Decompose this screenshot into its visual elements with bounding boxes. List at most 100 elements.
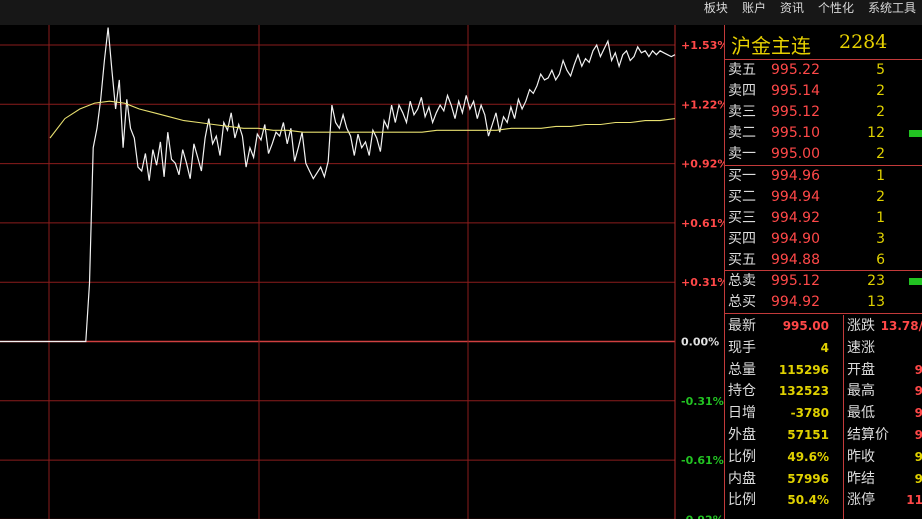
panel-separator	[725, 165, 922, 166]
bid-label: 买二	[728, 189, 756, 205]
y-axis-label: +0.61%	[681, 217, 724, 230]
quote-value: 11	[906, 493, 922, 508]
quote-value: 9	[914, 449, 922, 464]
ask-volume: 5	[876, 62, 885, 78]
top-menu-bar: 板块 账户 资讯 个性化 系统工具	[0, 0, 922, 25]
quote-label: 日增	[728, 405, 756, 422]
total-row[interactable]: 总卖 995.12 23	[725, 271, 922, 292]
bid-label: 买三	[728, 210, 756, 226]
quote-panel: 沪金主连 2284 卖五 995.22 5 卖四 995.14 2 卖三 995.12 2 卖二 9…	[724, 25, 922, 519]
total-price: 995.12	[771, 273, 820, 289]
quote-label: 比例	[728, 448, 756, 465]
intraday-chart[interactable]: +1.53% +1.22% +0.92% +0.61% +0.31% 0.00% -0.31…	[0, 25, 724, 519]
quote-value: 4	[820, 340, 829, 355]
quote-label: 内盘	[728, 470, 756, 487]
quote-label: 持仓	[728, 383, 756, 400]
ask-row[interactable]: 卖一 995.00 2	[725, 144, 922, 165]
average-line	[49, 100, 676, 139]
ask-price: 995.14	[771, 83, 820, 99]
quote-value: 9	[914, 384, 922, 399]
menu-news[interactable]: 资讯	[779, 1, 804, 15]
ask-volume: 2	[876, 104, 885, 120]
bid-label: 买五	[728, 252, 756, 268]
bid-price: 994.94	[771, 189, 820, 205]
quote-label: 最新	[728, 318, 756, 334]
quote-value: 13.78/	[880, 319, 922, 333]
ask-price: 995.12	[771, 104, 820, 120]
quote-value: 9	[914, 406, 922, 421]
bid-row[interactable]: 买三 994.92 1	[725, 208, 922, 229]
y-axis-label: +0.31%	[681, 276, 724, 289]
quote-item: 昨结 9	[844, 468, 922, 490]
ask-label: 卖一	[728, 146, 756, 162]
quote-item: 内盘 57996	[725, 468, 829, 490]
ask-row[interactable]: 卖二 995.10 12	[725, 123, 922, 144]
total-label: 总卖	[728, 273, 756, 289]
quote-divider	[843, 315, 844, 519]
volume-bar	[909, 130, 922, 137]
quote-value: 9	[914, 471, 922, 486]
y-axis-label: +0.92%	[681, 158, 724, 171]
bid-label: 买一	[728, 168, 756, 184]
total-row[interactable]: 总买 994.92 13	[725, 292, 922, 313]
quote-label: 昨收	[847, 448, 875, 465]
bid-row[interactable]: 买一 994.96 1	[725, 166, 922, 187]
quote-value: 115296	[778, 362, 829, 377]
quote-item: 昨收 9	[844, 446, 922, 468]
quote-item: 比例 49.6%	[725, 446, 829, 468]
quote-value: 49.6%	[787, 449, 829, 464]
y-axis-label: -0.31%	[681, 395, 724, 408]
ask-row[interactable]: 卖四 995.14 2	[725, 81, 922, 102]
quote-item: 结算价 9	[844, 424, 922, 446]
price-line	[0, 27, 676, 343]
y-axis-label: -0.61%	[681, 454, 724, 467]
ask-volume: 2	[876, 83, 885, 99]
quote-item: 外盘 57151	[725, 424, 829, 446]
quote-item: 最新 995.00	[725, 315, 829, 337]
ask-volume: 12	[867, 125, 885, 141]
quote-value: 132523	[778, 384, 829, 399]
instrument-name: 沪金主连	[731, 34, 811, 58]
quote-item: 最低 9	[844, 402, 922, 424]
bid-row[interactable]: 买四 994.90 3	[725, 229, 922, 250]
instrument-code: 2284	[839, 31, 888, 53]
ask-price: 995.10	[771, 125, 820, 141]
bid-volume: 6	[876, 252, 885, 268]
quote-label: 涨停	[847, 492, 875, 509]
quote-value: 995.00	[782, 319, 829, 333]
menu-system-tools[interactable]: 系统工具	[867, 1, 916, 15]
quote-label: 最低	[847, 405, 875, 422]
bid-volume: 1	[876, 168, 885, 184]
quote-label: 速涨	[847, 339, 875, 356]
menu-sectors[interactable]: 板块	[703, 1, 728, 15]
quote-value: 9	[914, 362, 922, 377]
bid-price: 994.88	[771, 252, 820, 268]
bid-row[interactable]: 买二 994.94 2	[725, 187, 922, 208]
quote-label: 总量	[728, 361, 756, 378]
quote-value: 57996	[787, 471, 829, 486]
quote-label: 最高	[847, 383, 875, 400]
bid-price: 994.90	[771, 231, 820, 247]
quote-item: 最高 9	[844, 380, 922, 402]
quote-label: 开盘	[847, 361, 875, 378]
quote-label: 结算价	[847, 427, 889, 443]
bid-row[interactable]: 买五 994.88 6	[725, 250, 922, 271]
quote-label: 涨跌	[847, 318, 875, 334]
y-axis-label: 0.00%	[681, 336, 719, 349]
ask-row[interactable]: 卖三 995.12 2	[725, 102, 922, 123]
ask-volume: 2	[876, 146, 885, 162]
quote-value: -3780	[790, 406, 829, 421]
menu-account[interactable]: 账户	[741, 1, 766, 15]
total-label: 总买	[728, 294, 756, 310]
menu-personalize[interactable]: 个性化	[817, 1, 854, 15]
panel-separator	[725, 270, 922, 271]
quote-label: 比例	[728, 492, 756, 509]
ask-row[interactable]: 卖五 995.22 5	[725, 60, 922, 81]
quote-label: 外盘	[728, 427, 756, 443]
ask-price: 995.00	[771, 146, 820, 162]
main-menu: 板块 账户 资讯 个性化 系统工具	[704, 0, 916, 20]
instrument-header: 沪金主连 2284	[725, 25, 922, 60]
quote-item: 持仓 132523	[725, 380, 829, 402]
quote-item: 总量 115296	[725, 359, 829, 381]
total-volume: 13	[867, 294, 885, 310]
